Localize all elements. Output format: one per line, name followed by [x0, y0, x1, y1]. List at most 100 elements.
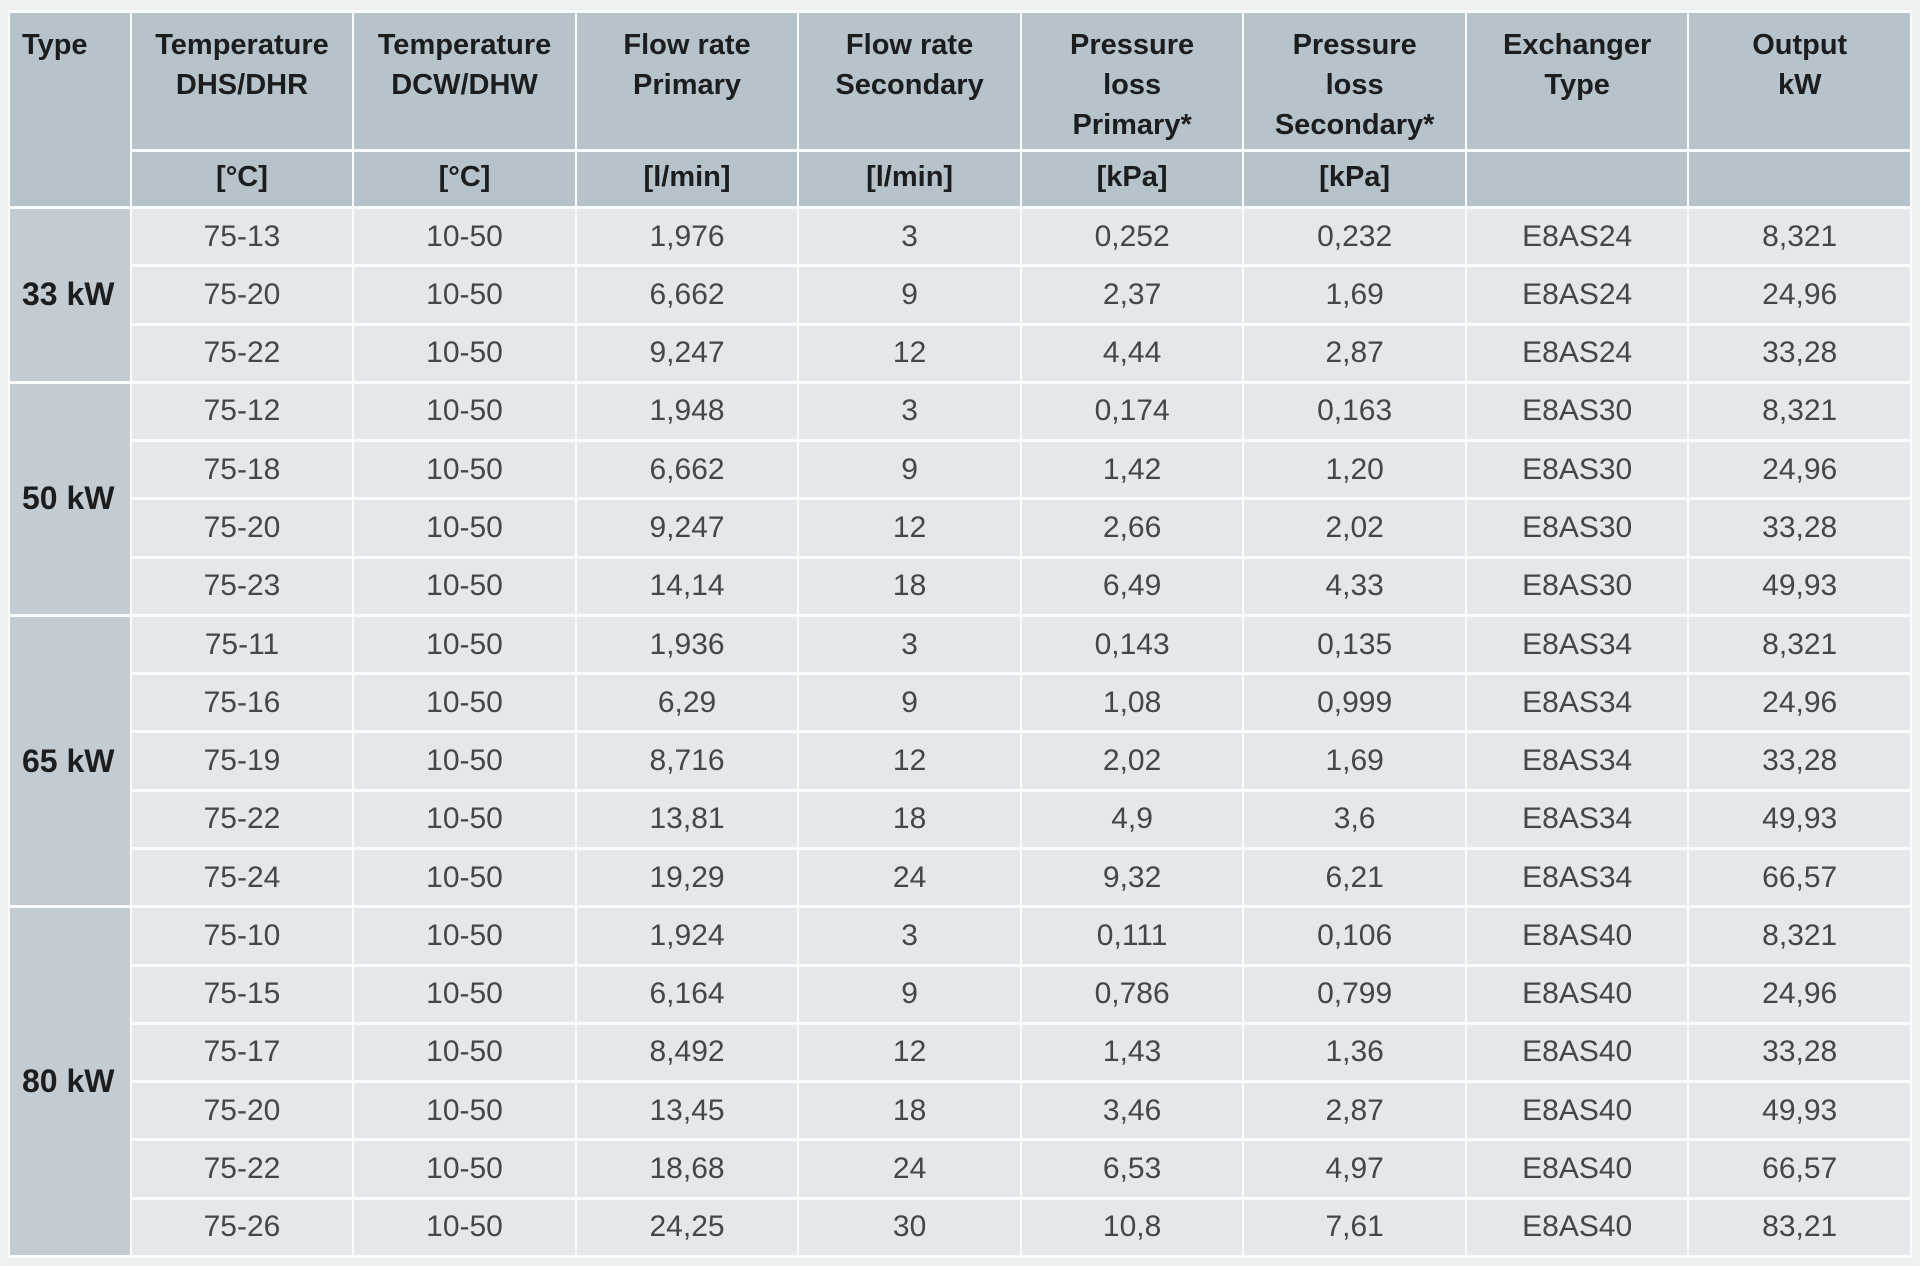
cell-pressure-loss-primary: 0,252	[1019, 206, 1245, 268]
column-header-flow-rate-primary: Flow rate Primary	[574, 9, 800, 153]
cell-output-kw: 49,93	[1687, 788, 1912, 850]
column-unit-flow-rate-primary: [l/min]	[574, 149, 800, 210]
cell-pressure-loss-primary: 0,786	[1019, 963, 1245, 1025]
cell-exchanger-type: E8AS24	[1464, 322, 1690, 384]
cell-temperature-dhs-dhr: 75-22	[129, 1138, 355, 1200]
cell-temperature-dcw-dhw: 10-50	[352, 672, 577, 734]
cell-flow-rate-secondary: 3	[797, 905, 1022, 967]
cell-pressure-loss-secondary: 4,97	[1242, 1138, 1467, 1200]
cell-exchanger-type: E8AS40	[1464, 1138, 1690, 1200]
cell-pressure-loss-secondary: 1,36	[1242, 1021, 1467, 1084]
cell-exchanger-type: E8AS40	[1464, 1021, 1690, 1084]
cell-flow-rate-secondary: 24	[797, 1138, 1022, 1200]
table-row: 75-16 10-50 6,29 9 1,08 0,999 E8AS34 24,96	[9, 672, 1912, 734]
cell-pressure-loss-secondary: 0,232	[1242, 206, 1467, 268]
cell-pressure-loss-secondary: 7,61	[1242, 1196, 1467, 1259]
cell-flow-rate-secondary: 18	[797, 788, 1022, 850]
cell-output-kw: 24,96	[1687, 672, 1912, 734]
cell-temperature-dhs-dhr: 75-20	[129, 264, 355, 326]
column-header-temperature-dhs-dhr: Temperature DHS/DHR	[129, 9, 355, 153]
cell-pressure-loss-primary: 9,32	[1019, 846, 1245, 909]
cell-flow-rate-primary: 6,164	[574, 963, 800, 1025]
cell-flow-rate-secondary: 18	[797, 555, 1022, 617]
cell-exchanger-type: E8AS34	[1464, 846, 1690, 909]
cell-flow-rate-primary: 8,716	[574, 730, 800, 792]
column-header-flow-rate-secondary: Flow rate Secondary	[797, 9, 1022, 153]
cell-flow-rate-secondary: 9	[797, 439, 1022, 501]
cell-pressure-loss-secondary: 2,02	[1242, 497, 1467, 559]
cell-temperature-dcw-dhw: 10-50	[352, 322, 577, 384]
cell-pressure-loss-secondary: 2,87	[1242, 322, 1467, 384]
cell-output-kw: 33,28	[1687, 322, 1912, 384]
column-unit-flow-rate-secondary: [l/min]	[797, 149, 1022, 210]
cell-temperature-dcw-dhw: 10-50	[352, 1138, 577, 1200]
cell-exchanger-type: E8AS30	[1464, 439, 1690, 501]
cell-temperature-dhs-dhr: 75-20	[129, 1080, 355, 1142]
cell-output-kw: 8,321	[1687, 905, 1912, 967]
cell-flow-rate-primary: 14,14	[574, 555, 800, 617]
column-header-temperature-dcw-dhw: Temperature DCW/DHW	[352, 9, 577, 153]
cell-flow-rate-primary: 1,976	[574, 206, 800, 268]
cell-temperature-dcw-dhw: 10-50	[352, 555, 577, 617]
cell-pressure-loss-secondary: 0,135	[1242, 613, 1467, 676]
column-unit-output-kw	[1687, 149, 1912, 210]
cell-temperature-dcw-dhw: 10-50	[352, 1196, 577, 1259]
table-row: 50 kW 75-12 10-50 1,948 3 0,174 0,163 E8AS30 8,3…	[8, 380, 1912, 617]
cell-pressure-loss-primary: 6,53	[1019, 1138, 1245, 1200]
cell-flow-rate-secondary: 18	[797, 1080, 1022, 1142]
table-row: 75-22 10-50 13,81 18 4,9 3,6 E8AS34 49,93	[9, 788, 1912, 850]
cell-output-kw: 24,96	[1687, 963, 1912, 1025]
table-row: 75-19 10-50 8,716 12 2,02 1,69 E8AS34 33,28	[9, 730, 1912, 792]
cell-flow-rate-secondary: 12	[797, 322, 1022, 384]
column-header-exchanger-type: Exchanger Type	[1464, 9, 1690, 153]
cell-exchanger-type: E8AS34	[1464, 730, 1690, 792]
cell-output-kw: 49,93	[1687, 555, 1912, 617]
cell-temperature-dcw-dhw: 10-50	[352, 439, 577, 501]
cell-exchanger-type: E8AS30	[1464, 555, 1690, 617]
cell-temperature-dhs-dhr: 75-16	[129, 672, 355, 734]
cell-pressure-loss-primary: 1,42	[1019, 439, 1245, 501]
cell-flow-rate-primary: 9,247	[574, 322, 800, 384]
cell-flow-rate-primary: 1,948	[574, 380, 800, 443]
cell-pressure-loss-primary: 2,02	[1019, 730, 1245, 792]
cell-temperature-dcw-dhw: 10-50	[352, 613, 577, 676]
cell-temperature-dcw-dhw: 10-50	[352, 730, 577, 792]
cell-flow-rate-secondary: 9	[797, 963, 1022, 1025]
spec-table: Type Temperature DHS/DHR Temperature DCW/…	[8, 9, 1912, 1259]
cell-temperature-dhs-dhr: 75-10	[129, 905, 355, 967]
table-row: 75-23 10-50 14,14 18 6,49 4,33 E8AS30 49,93	[9, 555, 1912, 617]
cell-pressure-loss-primary: 6,49	[1019, 555, 1245, 617]
cell-output-kw: 8,321	[1687, 380, 1912, 443]
cell-pressure-loss-secondary: 0,163	[1242, 380, 1467, 443]
cell-flow-rate-secondary: 3	[797, 380, 1022, 443]
cell-temperature-dcw-dhw: 10-50	[352, 264, 577, 326]
cell-pressure-loss-primary: 0,174	[1019, 380, 1245, 443]
table-row: 75-20 10-50 6,662 9 2,37 1,69 E8AS24 24,96	[9, 264, 1912, 326]
cell-pressure-loss-primary: 2,66	[1019, 497, 1245, 559]
cell-flow-rate-primary: 13,45	[574, 1080, 800, 1142]
cell-exchanger-type: E8AS34	[1464, 672, 1690, 734]
cell-temperature-dcw-dhw: 10-50	[352, 905, 577, 967]
cell-flow-rate-primary: 6,662	[574, 264, 800, 326]
row-group-label: 33 kW	[8, 206, 132, 384]
cell-exchanger-type: E8AS40	[1464, 963, 1690, 1025]
cell-output-kw: 66,57	[1687, 1138, 1912, 1200]
column-header-type: Type	[8, 9, 132, 210]
column-unit-pressure-loss-primary: [kPa]	[1019, 149, 1245, 210]
cell-exchanger-type: E8AS40	[1464, 1196, 1690, 1259]
cell-flow-rate-secondary: 12	[797, 497, 1022, 559]
table-body: 33 kW 75-13 10-50 1,976 3 0,252 0,232 E8AS24 8,3…	[8, 206, 1912, 1259]
cell-flow-rate-secondary: 12	[797, 1021, 1022, 1084]
cell-output-kw: 49,93	[1687, 1080, 1912, 1142]
cell-exchanger-type: E8AS30	[1464, 497, 1690, 559]
cell-flow-rate-primary: 6,662	[574, 439, 800, 501]
cell-flow-rate-primary: 1,924	[574, 905, 800, 967]
column-unit-exchanger-type	[1464, 149, 1690, 210]
cell-output-kw: 24,96	[1687, 264, 1912, 326]
cell-output-kw: 24,96	[1687, 439, 1912, 501]
table-row: 75-24 10-50 19,29 24 9,32 6,21 E8AS34 66,57	[9, 846, 1912, 909]
cell-temperature-dcw-dhw: 10-50	[352, 206, 577, 268]
cell-exchanger-type: E8AS24	[1464, 264, 1690, 326]
cell-exchanger-type: E8AS24	[1464, 206, 1690, 268]
